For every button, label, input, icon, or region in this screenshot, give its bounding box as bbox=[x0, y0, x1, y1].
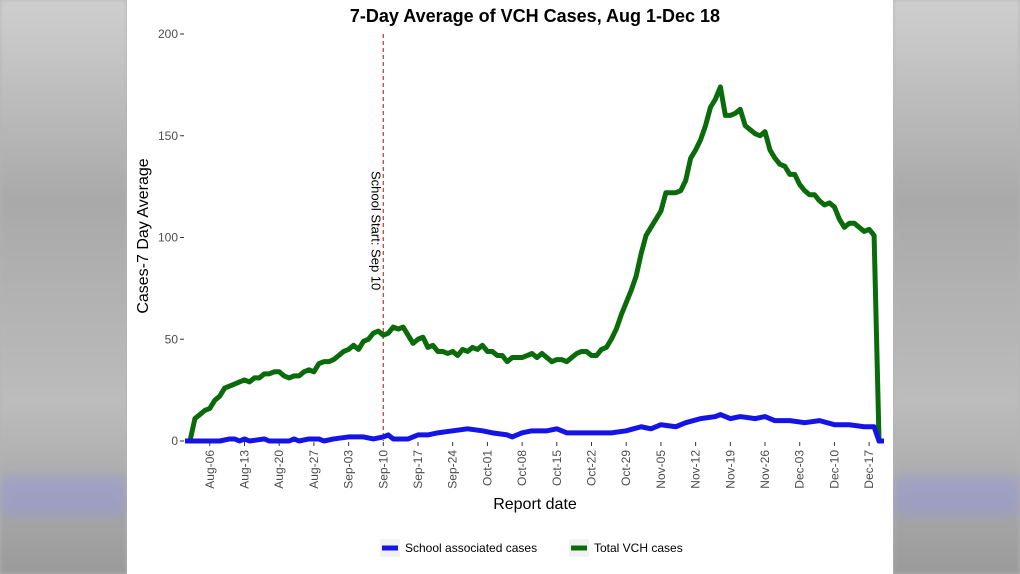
chart-title: 7-Day Average of VCH Cases, Aug 1-Dec 18 bbox=[350, 6, 720, 26]
school-start-label: School Start: Sep 10 bbox=[368, 171, 383, 290]
x-axis: Aug-06 Aug-13 Aug-20 Aug-27 Sep-03 Sep-10 Sep-… bbox=[203, 442, 876, 489]
total-vch-cases-line bbox=[185, 84, 884, 444]
legend-item-label: School associated cases bbox=[405, 541, 537, 555]
x-tick-label: Aug-06 bbox=[203, 450, 217, 489]
x-tick-label: Aug-20 bbox=[272, 450, 286, 489]
x-tick-label: Oct-08 bbox=[515, 450, 529, 486]
background-right bbox=[893, 0, 1020, 574]
chart-panel: 7-Day Average of VCH Cases, Aug 1-Dec 18… bbox=[127, 0, 893, 574]
y-tick-label: 50 bbox=[165, 332, 179, 346]
x-tick-label: Oct-22 bbox=[585, 450, 599, 486]
x-tick-label: Dec-17 bbox=[862, 450, 876, 489]
school-start-annotation: School Start: Sep 10 bbox=[368, 34, 384, 441]
x-tick-label: Nov-05 bbox=[654, 450, 668, 489]
x-tick-label: Sep-17 bbox=[411, 450, 425, 489]
x-tick-label: Oct-01 bbox=[480, 450, 494, 486]
x-tick-label: Sep-10 bbox=[376, 450, 390, 489]
x-tick-label: Oct-29 bbox=[619, 450, 633, 486]
y-axis-label: Cases-7 Day Average bbox=[135, 158, 152, 313]
y-tick-label: 150 bbox=[158, 129, 178, 143]
legend-item-label: Total VCH cases bbox=[594, 541, 683, 555]
series-group bbox=[185, 84, 884, 444]
y-tick-label: 200 bbox=[158, 27, 178, 41]
x-tick-label: Nov-19 bbox=[723, 450, 737, 489]
x-tick-label: Sep-03 bbox=[342, 450, 356, 489]
x-tick-label: Aug-27 bbox=[307, 450, 321, 489]
x-tick-label: Oct-15 bbox=[550, 450, 564, 486]
background-band-right bbox=[893, 476, 1020, 516]
x-tick-label: Aug-13 bbox=[237, 450, 251, 489]
x-tick-label: Nov-26 bbox=[758, 450, 772, 489]
x-tick-label: Dec-10 bbox=[827, 450, 841, 489]
y-tick-label: 0 bbox=[171, 434, 178, 448]
x-tick-label: Nov-12 bbox=[689, 450, 703, 489]
y-axis: 0 50 100 150 200 bbox=[158, 27, 184, 448]
line-chart: 7-Day Average of VCH Cases, Aug 1-Dec 18… bbox=[135, 6, 884, 557]
school-associated-cases-line bbox=[185, 412, 884, 444]
legend: School associated cases Total VCH cases bbox=[380, 539, 683, 557]
y-tick-label: 100 bbox=[158, 231, 178, 245]
x-tick-label: Dec-03 bbox=[793, 450, 807, 489]
background-left bbox=[0, 0, 127, 574]
background-band-left bbox=[0, 476, 127, 516]
x-tick-label: Sep-24 bbox=[446, 450, 460, 489]
x-axis-label: Report date bbox=[493, 496, 577, 513]
